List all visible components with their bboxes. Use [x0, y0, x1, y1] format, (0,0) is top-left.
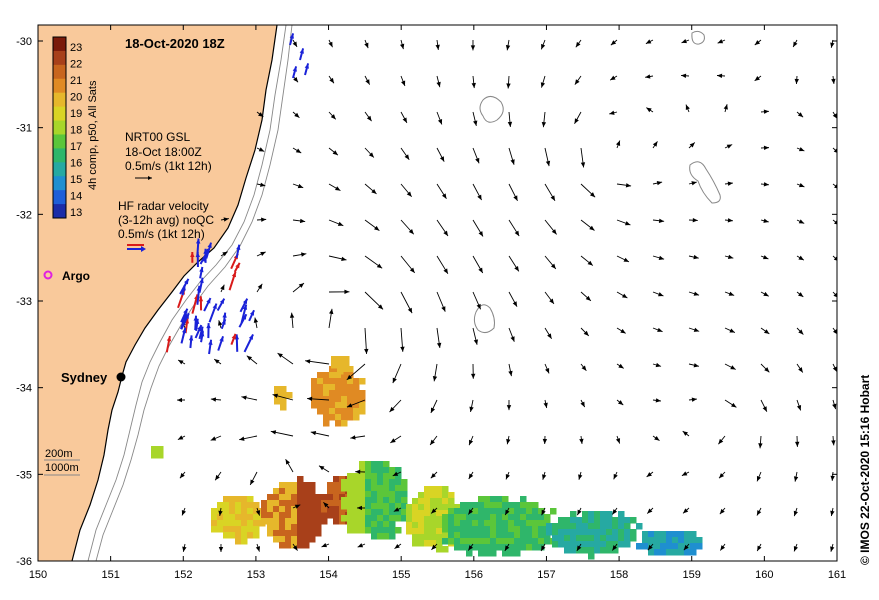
colorbar-swatch	[53, 190, 66, 204]
depth-legend-1000: 1000m	[45, 462, 79, 474]
colorbar-swatch	[53, 134, 66, 148]
colorbar-tick: 23	[70, 42, 82, 54]
colorbar-tick: 21	[70, 75, 82, 87]
x-tick-label: 154	[319, 569, 337, 581]
x-tick-label: 153	[247, 569, 265, 581]
x-tick-label: 155	[392, 569, 410, 581]
colorbar-swatch	[53, 162, 66, 176]
hf-subtitle: (3-12h avg) noQC	[118, 213, 214, 227]
colorbar-tick: 13	[70, 207, 82, 219]
colorbar-swatch	[53, 176, 66, 190]
x-tick-label: 156	[465, 569, 483, 581]
y-tick-label: -32	[16, 209, 32, 221]
x-tick-label: 161	[828, 569, 846, 581]
credit-text: © IMOS 22-Oct-2020 15:16 Hobart	[858, 375, 872, 565]
map-title: 18-Oct-2020 18Z	[125, 36, 225, 51]
sydney-marker	[117, 373, 126, 382]
colorbar-swatch	[53, 37, 66, 51]
x-tick-label: 160	[755, 569, 773, 581]
sydney-label: Sydney	[61, 370, 108, 385]
colorbar-swatch	[53, 121, 66, 135]
hf-title: HF radar velocity	[118, 199, 209, 213]
y-tick-label: -30	[16, 36, 32, 48]
colorbar-tick: 19	[70, 108, 82, 120]
y-tick-label: -33	[16, 296, 32, 308]
colorbar-swatch	[53, 107, 66, 121]
x-tick-label: 151	[101, 569, 119, 581]
colorbar-swatch	[53, 148, 66, 162]
colorbar-swatch	[53, 51, 66, 65]
colorbar-swatch	[53, 65, 66, 79]
colorbar-tick: 14	[70, 191, 82, 203]
gsl-time: 18-Oct 18:00Z	[125, 145, 202, 159]
colorbar-tick: 18	[70, 125, 82, 137]
gsl-title: NRT00 GSL	[125, 130, 190, 144]
x-tick-label: 159	[683, 569, 701, 581]
y-tick-label: -34	[16, 383, 32, 395]
x-tick-label: 152	[174, 569, 192, 581]
colorbar-label: 4h comp, p50, All Sats	[87, 80, 99, 190]
colorbar-tick: 20	[70, 92, 82, 104]
colorbar-tick: 15	[70, 174, 82, 186]
y-tick-label: -31	[16, 123, 32, 135]
y-tick-label: -36	[16, 556, 32, 568]
depth-legend-200: 200m	[45, 448, 73, 460]
x-tick-label: 157	[537, 569, 555, 581]
colorbar-tick: 17	[70, 141, 82, 153]
colorbar-swatch	[53, 204, 66, 218]
colorbar-tick: 16	[70, 158, 82, 170]
hf-scale: 0.5m/s (1kt 12h)	[118, 227, 205, 241]
gsl-scale: 0.5m/s (1kt 12h)	[125, 159, 212, 173]
x-tick-label: 158	[610, 569, 628, 581]
y-tick-label: -35	[16, 469, 32, 481]
colorbar-swatch	[53, 79, 66, 93]
argo-label: Argo	[62, 269, 90, 283]
colorbar-swatch	[53, 93, 66, 107]
x-tick-label: 150	[29, 569, 47, 581]
colorbar-tick: 22	[70, 59, 82, 71]
